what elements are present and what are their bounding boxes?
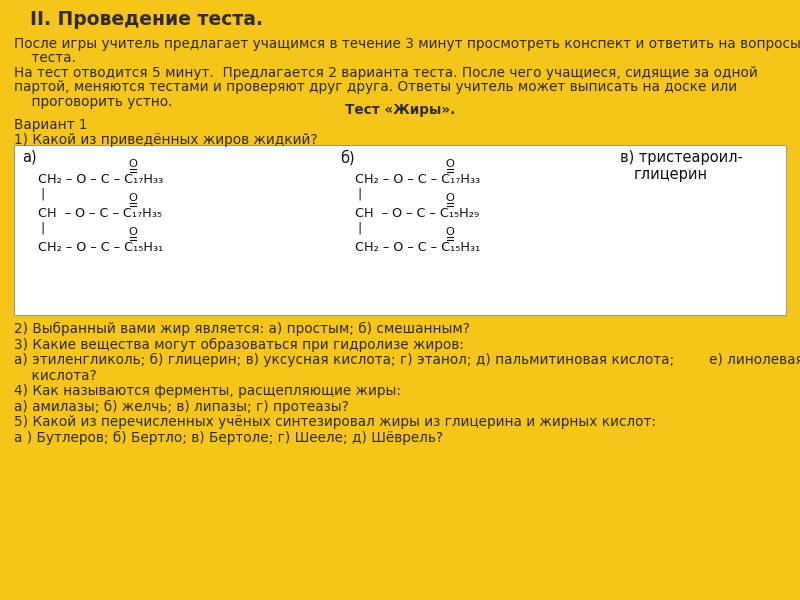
FancyBboxPatch shape	[14, 145, 786, 315]
Text: 3) Какие вещества могут образоваться при гидролизе жиров:: 3) Какие вещества могут образоваться при…	[14, 337, 464, 352]
Text: а) амилазы; б) желчь; в) липазы; г) протеазы?: а) амилазы; б) желчь; в) липазы; г) прот…	[14, 400, 349, 413]
Text: Тест «Жиры».: Тест «Жиры».	[345, 103, 455, 117]
Text: в) тристеароил-: в) тристеароил-	[620, 150, 743, 165]
Text: |: |	[357, 222, 362, 235]
Text: а): а)	[22, 150, 37, 165]
Text: O: O	[129, 159, 138, 169]
Text: партой, меняются тестами и проверяют друг друга. Ответы учитель может выписать н: партой, меняются тестами и проверяют дру…	[14, 80, 737, 94]
Text: |: |	[40, 188, 44, 201]
Text: а) этиленгликоль; б) глицерин; в) уксусная кислота; г) этанол; д) пальмитиновая : а) этиленгликоль; б) глицерин; в) уксусн…	[14, 353, 800, 367]
Text: O: O	[129, 193, 138, 203]
Text: O: O	[446, 159, 454, 169]
Text: |: |	[40, 222, 44, 235]
Text: |: |	[357, 188, 362, 201]
Text: теста.: теста.	[14, 52, 76, 65]
Text: O: O	[446, 227, 454, 237]
Text: 2) Выбранный вами жир является: а) простым; б) смешанным?: 2) Выбранный вами жир является: а) прост…	[14, 322, 470, 336]
Text: CH  – O – C – C₁₅H₂₉: CH – O – C – C₁₅H₂₉	[355, 207, 479, 220]
Text: Вариант 1: Вариант 1	[14, 118, 87, 132]
Text: б): б)	[340, 150, 354, 166]
Text: O: O	[446, 193, 454, 203]
Text: 5) Какой из перечисленных учёных синтезировал жиры из глицерина и жирных кислот:: 5) Какой из перечисленных учёных синтези…	[14, 415, 656, 429]
Text: CH₂ – O – C – C₁₅H₃₁: CH₂ – O – C – C₁₅H₃₁	[355, 241, 480, 254]
Text: кислота?: кислота?	[14, 368, 97, 383]
Text: После игры учитель предлагает учащимся в течение 3 минут просмотреть конспект и : После игры учитель предлагает учащимся в…	[14, 37, 800, 51]
Text: 4) Как называются ферменты, расщепляющие жиры:: 4) Как называются ферменты, расщепляющие…	[14, 384, 401, 398]
Text: CH₂ – O – C – C₁₇H₃₃: CH₂ – O – C – C₁₇H₃₃	[355, 173, 480, 186]
Text: CH  – O – C – C₁₇H₃₅: CH – O – C – C₁₇H₃₅	[38, 207, 162, 220]
Text: CH₂ – O – C – C₁₅H₃₁: CH₂ – O – C – C₁₅H₃₁	[38, 241, 163, 254]
Text: CH₂ – O – C – C₁₇H₃₃: CH₂ – O – C – C₁₇H₃₃	[38, 173, 163, 186]
Text: 1) Какой из приведённых жиров жидкий?: 1) Какой из приведённых жиров жидкий?	[14, 133, 318, 147]
Text: глицерин: глицерин	[634, 167, 708, 182]
Text: а ) Бутлеров; б) Бертло; в) Бертоле; г) Шееле; д) Шёврель?: а ) Бутлеров; б) Бертло; в) Бертоле; г) …	[14, 431, 443, 445]
Text: проговорить устно.: проговорить устно.	[14, 95, 173, 109]
Text: O: O	[129, 227, 138, 237]
Text: II. Проведение теста.: II. Проведение теста.	[30, 10, 263, 29]
Text: На тест отводится 5 минут.  Предлагается 2 варианта теста. После чего учащиеся, : На тест отводится 5 минут. Предлагается …	[14, 66, 758, 80]
